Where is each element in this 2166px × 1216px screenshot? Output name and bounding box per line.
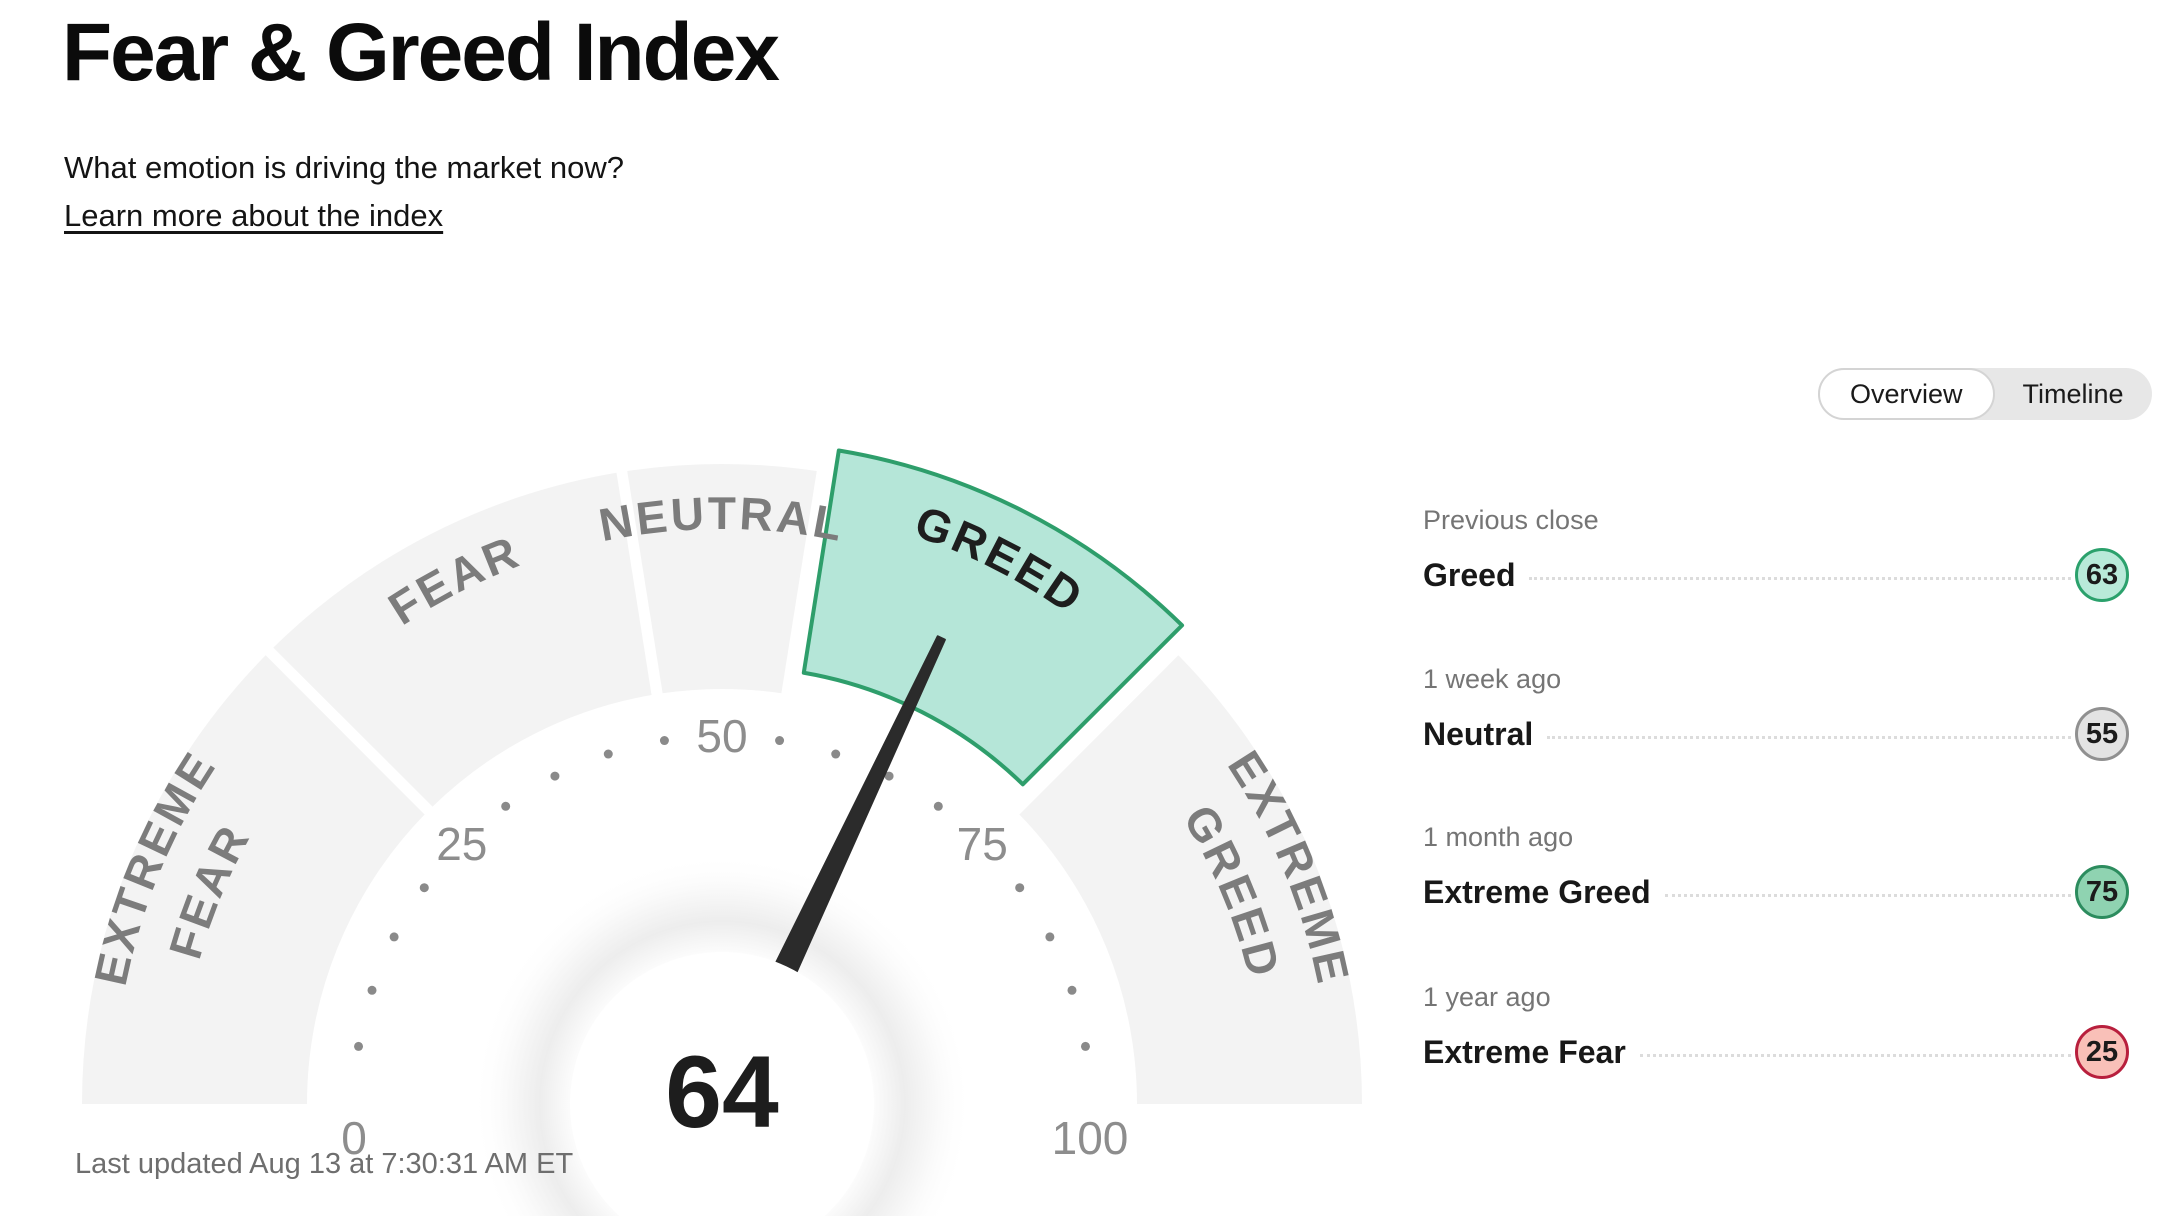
gauge-scale-dot	[550, 771, 560, 781]
gauge-segment-fear	[273, 472, 652, 807]
history-value-badge: 25	[2075, 1025, 2129, 1079]
gauge-tick-label-25: 25	[436, 818, 487, 870]
gauge-scale-dot	[501, 801, 511, 811]
learn-more-link[interactable]: Learn more about the index	[64, 198, 444, 233]
gauge-scale-dot	[389, 932, 399, 942]
history-item-1-year-ago: 1 year ago Extreme Fear 25	[1423, 982, 2129, 1079]
gauge-scale-dot	[1015, 883, 1025, 893]
dotted-leader	[1547, 735, 2071, 739]
gauge-segment-extreme-greed	[1019, 655, 1362, 1104]
gauge-current-value: 64	[665, 1035, 779, 1149]
gauge-scale-dot	[933, 801, 943, 811]
toggle-timeline[interactable]: Timeline	[2022, 378, 2124, 409]
gauge-scale-dot	[1080, 1041, 1090, 1051]
history-item-1-week-ago: 1 week ago Neutral 55	[1423, 664, 2129, 761]
history-row: Greed 63	[1423, 548, 2129, 602]
dotted-leader	[1529, 576, 2071, 580]
history-period: 1 year ago	[1423, 982, 1551, 1012]
toggle-overview[interactable]: Overview	[1818, 368, 1995, 420]
gauge-scale-dot	[1067, 985, 1077, 995]
gauge-scale-dot	[1045, 932, 1055, 942]
history-row: Neutral 55	[1423, 707, 2129, 761]
page-title: Fear & Greed Index	[62, 7, 780, 98]
history-value-badge: 63	[2075, 548, 2129, 602]
history-value-badge: 75	[2075, 865, 2129, 919]
gauge-tick-label-100: 100	[1052, 1112, 1129, 1164]
gauge-segment-neutral	[627, 464, 817, 694]
history-sentiment: Neutral	[1423, 715, 1534, 752]
history-sentiment: Greed	[1423, 556, 1516, 593]
history-period: Previous close	[1423, 505, 1599, 535]
history-sentiment: Extreme Greed	[1423, 873, 1651, 910]
gauge-scale-dot	[367, 985, 377, 995]
history-row: Extreme Fear 25	[1423, 1025, 2129, 1079]
history-sentiment: Extreme Fear	[1423, 1033, 1626, 1070]
history-item-1-month-ago: 1 month ago Extreme Greed 75	[1423, 822, 2129, 919]
gauge-scale-dot	[354, 1041, 364, 1051]
dotted-leader	[1639, 1053, 2071, 1057]
gauge-tick-label-50: 50	[696, 710, 747, 762]
gauge-segment-greed	[801, 448, 1185, 787]
gauge-center-dome	[570, 952, 874, 1216]
gauge-scale-dot	[419, 883, 429, 893]
gauge-tick-label-75: 75	[957, 818, 1008, 870]
view-toggle: Overview Timeline	[1818, 368, 2152, 420]
history-period: 1 week ago	[1423, 664, 1562, 694]
gauge-segment-extreme-fear	[82, 655, 425, 1104]
gauge-scale-dot	[884, 771, 894, 781]
page-subtitle: What emotion is driving the market now?	[64, 150, 624, 185]
history-value-badge: 55	[2075, 707, 2129, 761]
gauge-scale-dot	[659, 736, 669, 746]
history-period: 1 month ago	[1423, 822, 1574, 852]
gauge-tick-label-0: 0	[341, 1112, 367, 1164]
last-updated-text: Last updated Aug 13 at 7:30:31 AM ET	[75, 1148, 574, 1180]
history-row: Extreme Greed 75	[1423, 865, 2129, 919]
gauge-scale-dot	[831, 749, 841, 759]
history-item-previous-close: Previous close Greed 63	[1423, 505, 2129, 602]
dotted-leader	[1664, 893, 2071, 897]
gauge-scale-dot	[603, 749, 613, 759]
gauge-scale-dot	[775, 736, 785, 746]
